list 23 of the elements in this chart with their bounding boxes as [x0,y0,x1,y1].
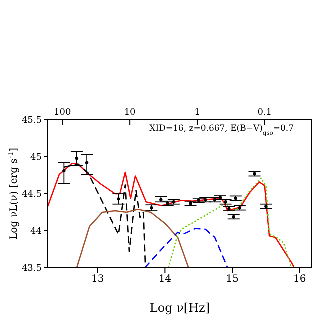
point [62,169,66,173]
line-series [144,228,228,268]
y-tick-label: 45.5 [22,116,42,126]
y-tick-label: 45 [30,153,42,164]
x-tick-label: 16 [294,274,306,286]
x2-tick-label: 0.1 [258,108,272,118]
x2-tick-label: 10 [124,108,136,118]
line-series [48,163,296,268]
y-tick-label: 44 [30,227,42,238]
point [85,161,89,165]
x2-tick-label: 1 [194,108,200,118]
y-tick-label: 44.5 [22,190,42,200]
line-series [76,208,190,268]
x-tick-label: 15 [226,274,239,286]
y-tick-label: 43.5 [22,264,42,274]
x2-tick-label: 100 [54,108,72,118]
x-tick-label: 13 [91,274,104,286]
point [75,156,79,160]
line-series [168,178,292,268]
x-tick-label: 14 [158,274,172,286]
annotation: XID=16, z=0.667, E(B−V)$_{qso}$=0.7 [150,124,294,136]
point [117,198,120,201]
x-axis-title: Log ν[Hz] [150,301,210,315]
